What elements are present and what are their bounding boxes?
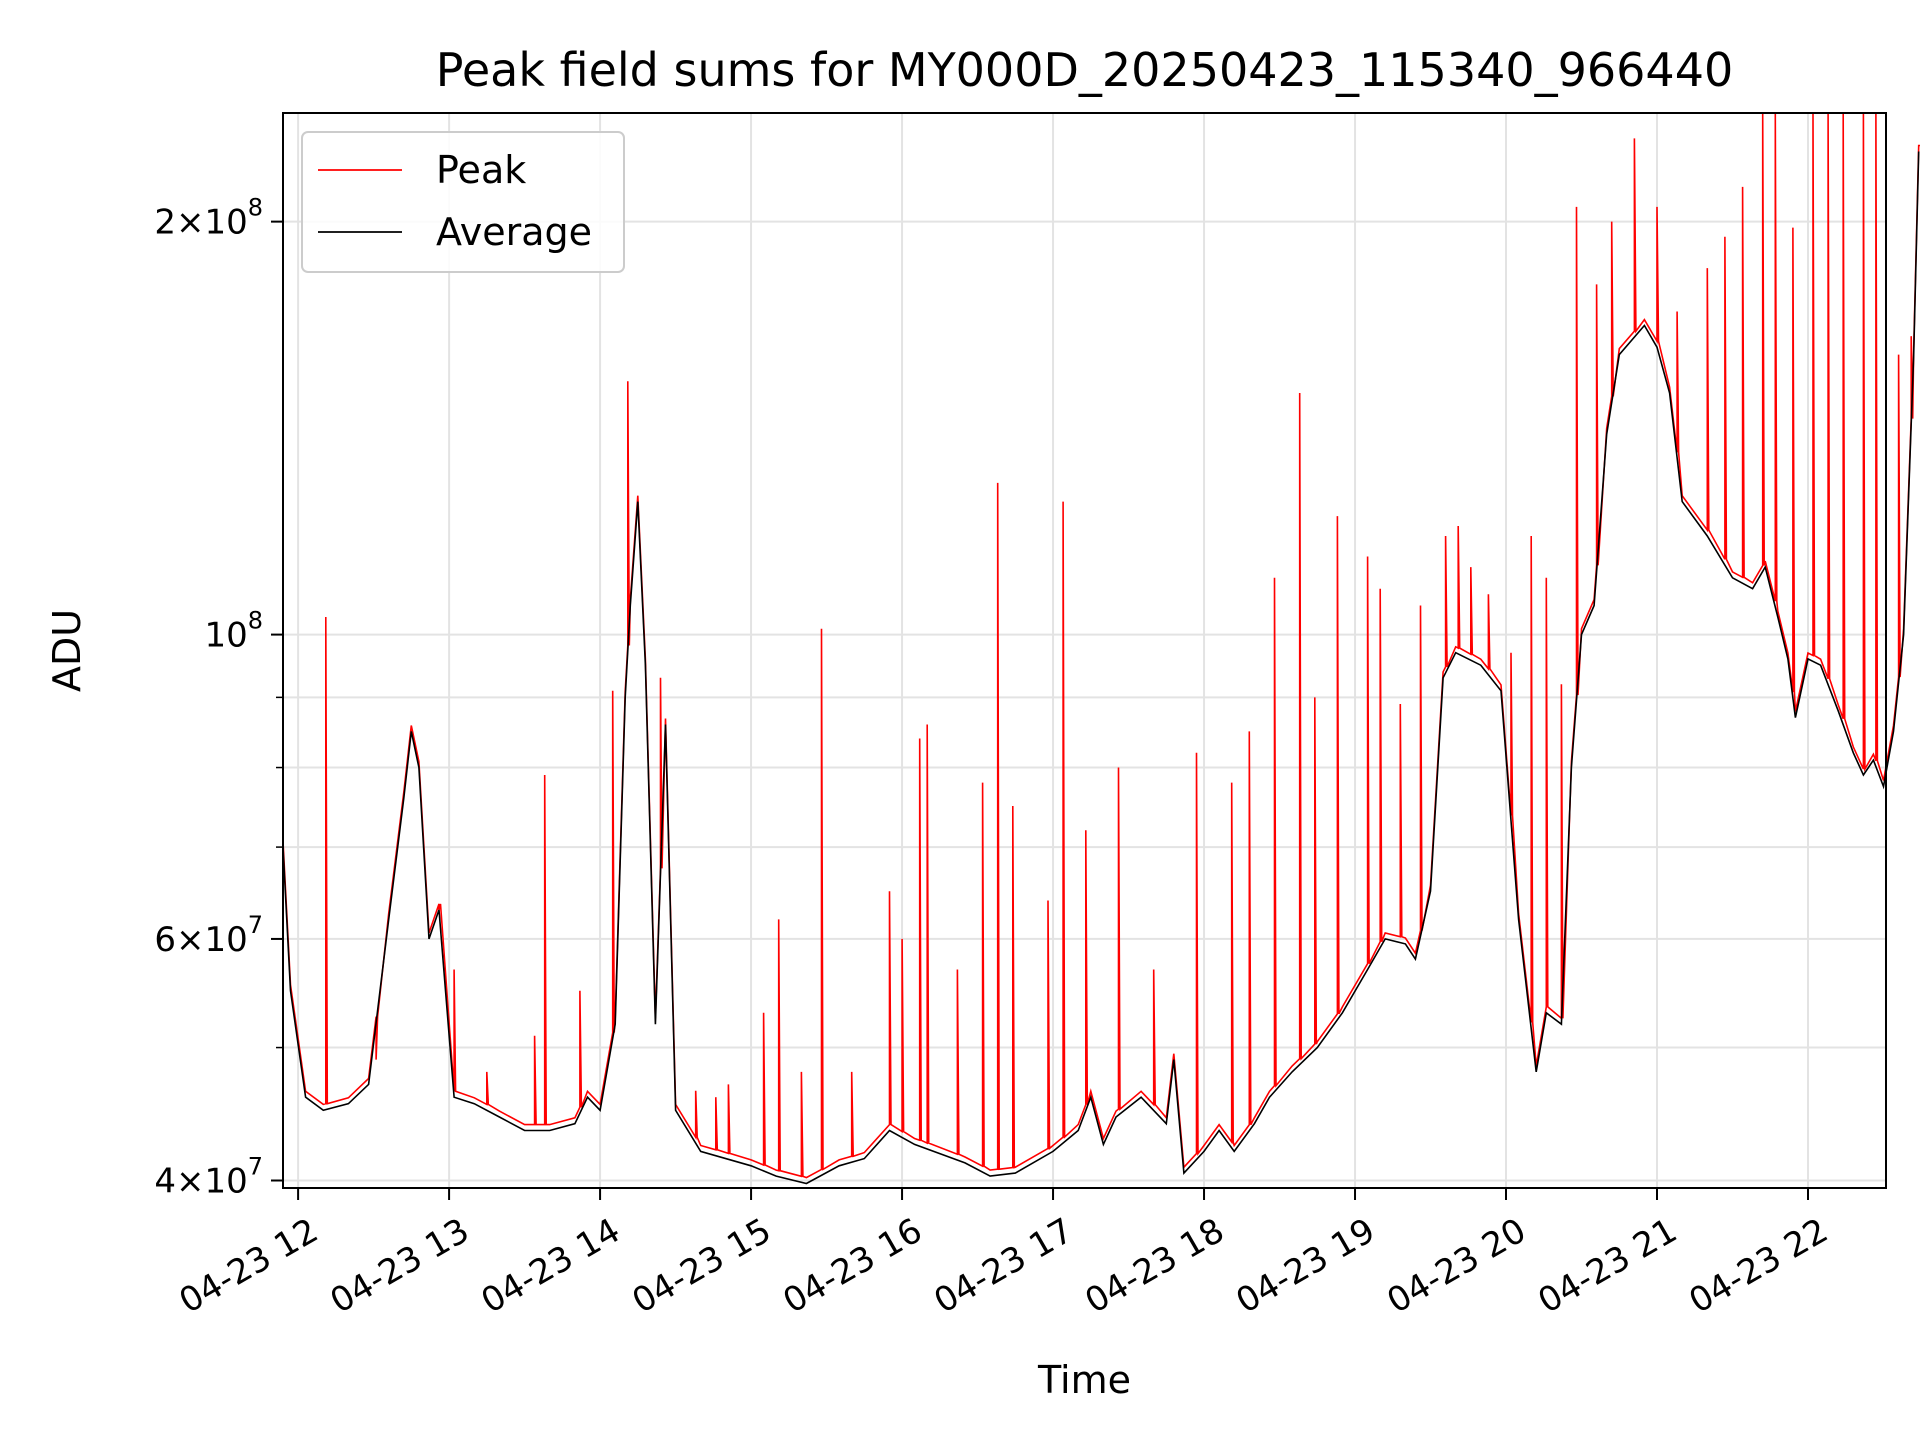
- grid: [283, 113, 1886, 1188]
- chart-title: Peak field sums for MY000D_20250423_1153…: [436, 43, 1733, 97]
- plot-frame: [282, 112, 1887, 1189]
- y-tick-label: 4×107: [154, 1153, 263, 1202]
- series-average-line: [282, 151, 1920, 1185]
- y-tick-label: 6×107: [154, 911, 263, 960]
- legend-label: Average: [436, 210, 592, 254]
- y-axis-title: ADU: [45, 609, 89, 692]
- y-tick-label: 108: [204, 607, 263, 656]
- y-tick-label: 2×108: [154, 194, 263, 243]
- legend: Peak Average: [301, 131, 625, 273]
- x-axis-title: Time: [1037, 1358, 1131, 1402]
- series-layer: [282, 112, 1920, 1185]
- legend-label: Peak: [436, 148, 526, 192]
- legend-box: [301, 131, 625, 273]
